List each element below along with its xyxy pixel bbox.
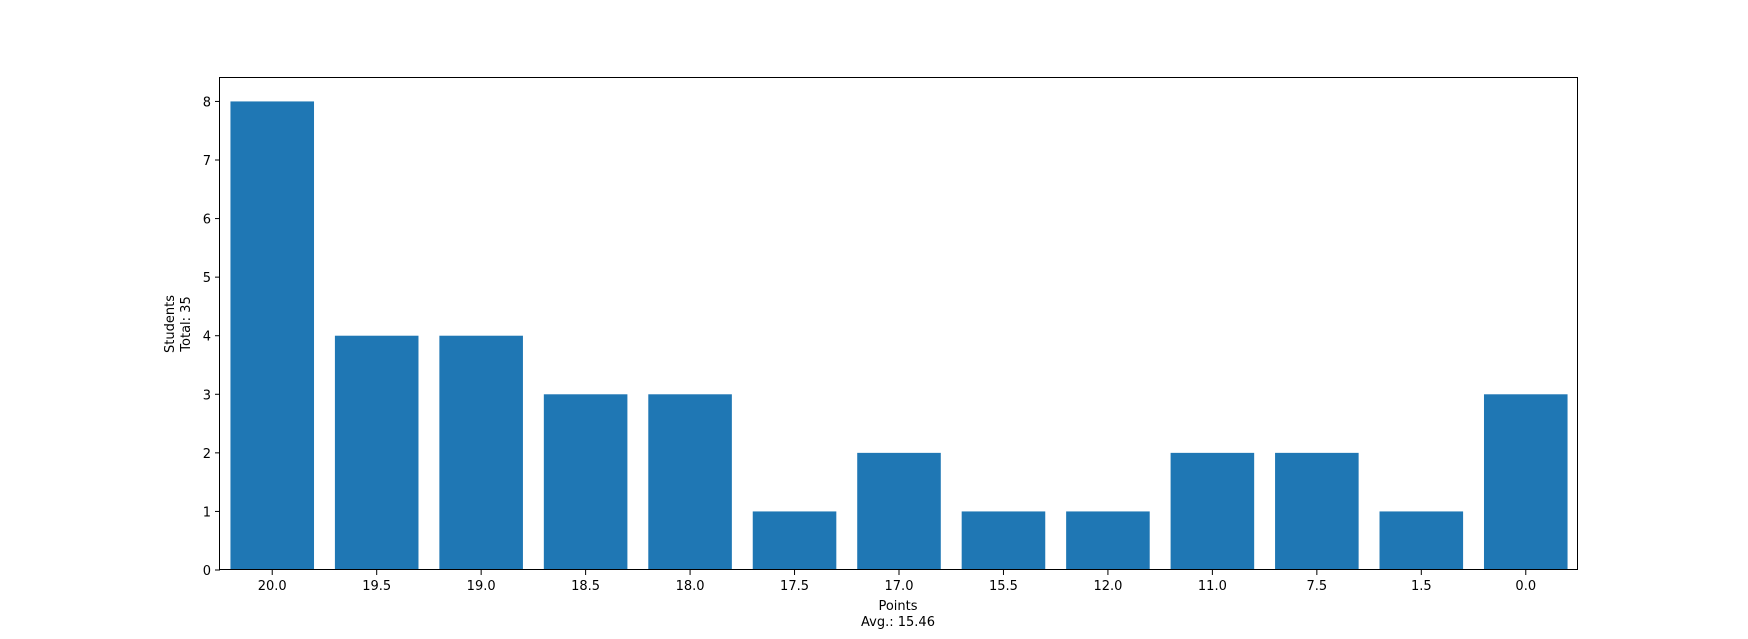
bar-17.5 bbox=[752, 511, 837, 570]
bar-17.0 bbox=[857, 452, 941, 570]
x-tick-label: 11.0 bbox=[1198, 579, 1227, 594]
x-tick-label: 19.0 bbox=[467, 579, 496, 594]
y-tick-label: 2 bbox=[203, 447, 211, 462]
x-tick-label: 1.5 bbox=[1411, 579, 1432, 594]
x-tick-label: 17.5 bbox=[780, 579, 809, 594]
bars-group bbox=[230, 101, 1568, 571]
bar-18.5 bbox=[543, 394, 628, 570]
x-tick-label: 15.5 bbox=[989, 579, 1018, 594]
x-tick-label: 18.0 bbox=[676, 579, 705, 594]
x-axis-label: Points bbox=[878, 599, 917, 614]
x-tick-label: 19.5 bbox=[362, 579, 391, 594]
bar-18.0 bbox=[648, 394, 732, 570]
y-tick-label: 1 bbox=[203, 505, 211, 520]
bar-11.0 bbox=[1170, 452, 1255, 570]
plot-frame bbox=[219, 77, 1578, 570]
y-tick-label: 4 bbox=[203, 330, 211, 345]
y-tick-label: 7 bbox=[203, 154, 211, 169]
y-tick-label: 8 bbox=[203, 95, 211, 110]
bar-19.0 bbox=[439, 335, 523, 570]
y-axis: 0 1 2 3 4 5 6 7 8 bbox=[203, 95, 220, 579]
y-tick-label: 6 bbox=[203, 213, 211, 228]
x-axis: 20.0 19.5 19.0 18.5 18.0 17.5 17.0 15.5 12.0 11.0… bbox=[258, 570, 1536, 594]
bar-20.0 bbox=[230, 101, 315, 571]
x-tick-label: 18.5 bbox=[571, 579, 600, 594]
x-tick-label: 0.0 bbox=[1515, 579, 1536, 594]
bar-12.0 bbox=[1066, 511, 1150, 570]
bar-1.5 bbox=[1379, 511, 1464, 570]
y-tick-label: 3 bbox=[203, 388, 211, 403]
bar-15.5 bbox=[961, 511, 1046, 570]
x-tick-label: 12.0 bbox=[1093, 579, 1122, 594]
y-tick-label: 5 bbox=[203, 271, 211, 286]
y-tick-label: 0 bbox=[203, 564, 211, 579]
x-tick-label: 17.0 bbox=[885, 579, 914, 594]
bar-19.5 bbox=[334, 335, 419, 570]
bar-0.0 bbox=[1483, 394, 1568, 570]
x-tick-label: 7.5 bbox=[1307, 579, 1328, 594]
x-axis-sublabel: Avg.: 15.46 bbox=[861, 615, 935, 630]
y-axis-label: Students bbox=[163, 295, 178, 353]
x-tick-label: 20.0 bbox=[258, 579, 287, 594]
y-axis-sublabel: Total: 35 bbox=[179, 296, 194, 352]
bar-7.5 bbox=[1275, 452, 1359, 570]
